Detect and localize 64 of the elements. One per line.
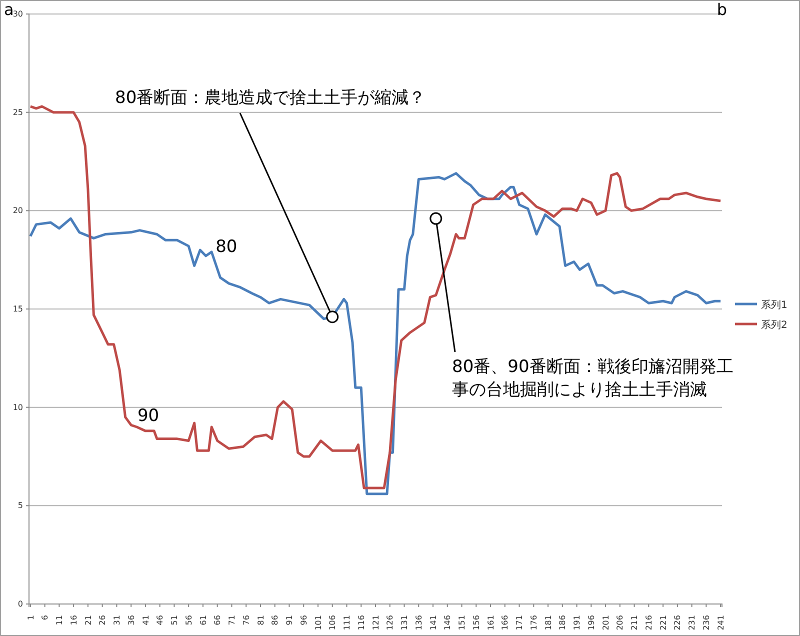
x-tick-label: 126 — [386, 615, 395, 630]
x-tick-label: 36 — [126, 615, 136, 626]
annotation: b — [716, 0, 727, 19]
x-tick-label: 196 — [586, 615, 596, 630]
x-tick-label: 26 — [98, 615, 108, 626]
x-tick-label: 141 — [428, 615, 438, 630]
legend-label: 系列2 — [761, 319, 788, 331]
x-tick-label: 116 — [356, 615, 366, 630]
x-tick-label: 81 — [256, 615, 266, 626]
x-tick-label: 41 — [141, 615, 150, 626]
x-tick-label: 191 — [572, 615, 582, 630]
x-tick-label: 61 — [198, 615, 208, 626]
x-tick-label: 76 — [242, 615, 251, 626]
x-tick-label: 11 — [54, 615, 64, 626]
x-tick-label: 201 — [601, 615, 610, 630]
x-tick-label: 156 — [472, 615, 481, 630]
x-tick-label: 31 — [112, 615, 122, 626]
x-tick-label: 111 — [342, 615, 352, 630]
x-tick-label: 21 — [84, 615, 93, 626]
x-tick-label: 206 — [616, 615, 625, 630]
x-tick-label: 1 — [26, 615, 36, 620]
x-tick-label: 131 — [400, 615, 410, 630]
annotation: 80番、90番断面：戦後印旛沼開発工事の台地掘削により捨土土手消滅 — [452, 357, 734, 400]
x-tick-label: 171 — [515, 615, 524, 630]
x-tick-label: 231 — [688, 615, 697, 630]
x-tick-label: 16 — [69, 615, 78, 626]
annotation: 80 — [216, 236, 238, 257]
x-tick-label: 91 — [285, 615, 294, 626]
y-tick-label: 25 — [12, 108, 23, 117]
x-tick-label: 46 — [156, 615, 165, 626]
x-tick-label: 181 — [544, 615, 553, 630]
x-tick-label: 56 — [184, 615, 194, 626]
x-tick-label: 51 — [170, 615, 180, 626]
x-tick-label: 66 — [213, 615, 222, 626]
x-tick-label: 216 — [644, 615, 654, 630]
x-tick-label: 96 — [299, 615, 308, 626]
annotation: 90 — [137, 406, 160, 426]
y-tick-label: 30 — [12, 10, 23, 19]
x-tick-label: 6 — [40, 615, 50, 620]
y-tick-label: 20 — [12, 206, 23, 216]
y-tick-label: 0 — [18, 600, 23, 609]
x-tick-label: 136 — [414, 615, 424, 630]
y-tick-label: 15 — [12, 304, 23, 314]
y-tick-label: 10 — [12, 402, 23, 412]
x-tick-label: 101 — [314, 615, 323, 630]
x-tick-label: 106 — [328, 615, 338, 630]
x-tick-label: 211 — [630, 615, 640, 630]
x-tick-label: 226 — [673, 615, 682, 630]
x-tick-label: 236 — [702, 615, 711, 630]
x-tick-label: 166 — [500, 615, 510, 630]
x-tick-label: 151 — [458, 615, 467, 630]
x-tick-label: 176 — [529, 615, 538, 630]
x-tick-label: 146 — [443, 615, 452, 630]
x-tick-label: 71 — [228, 615, 237, 626]
y-tick-label: 5 — [18, 501, 23, 510]
x-tick-label: 161 — [486, 615, 496, 630]
legend-label: 系列1 — [761, 299, 788, 311]
x-tick-label: 241 — [716, 615, 726, 630]
text: a — [4, 0, 14, 19]
x-tick-label: 186 — [558, 615, 568, 630]
x-tick-label: 86 — [270, 615, 280, 626]
annotation: 80番断面：農地造成で捨土土手が縮減？ — [115, 88, 426, 108]
x-tick-label: 121 — [371, 615, 380, 630]
x-tick-label: 221 — [658, 615, 668, 630]
